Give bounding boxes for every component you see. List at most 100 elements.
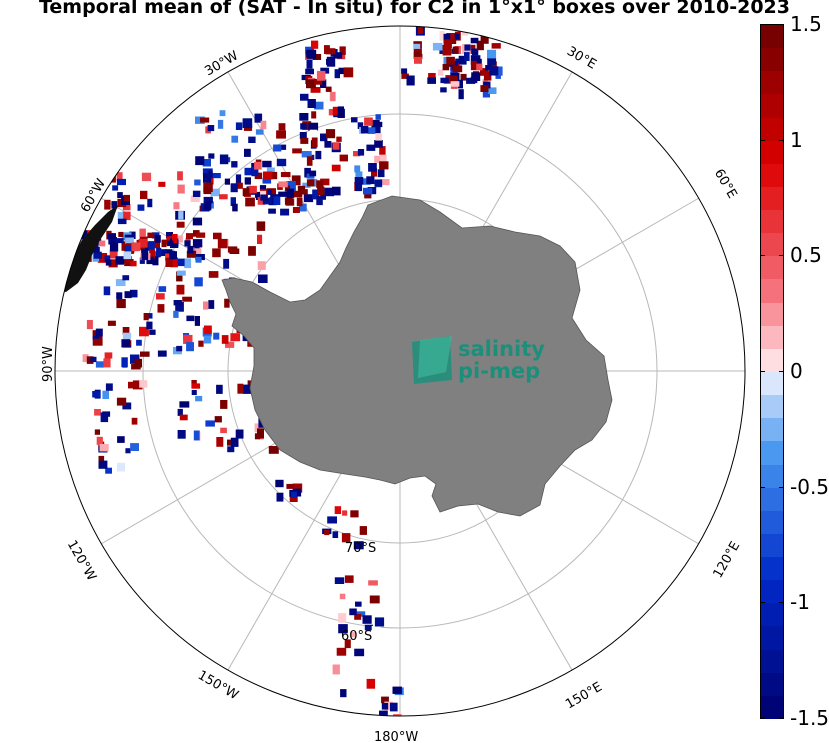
data-cell: [91, 247, 100, 253]
data-cell: [349, 632, 356, 638]
data-cell: [311, 111, 317, 119]
data-cell: [71, 230, 80, 240]
data-cell: [276, 158, 287, 167]
data-cell: [306, 59, 313, 69]
data-cell: [291, 175, 301, 186]
data-cell: [245, 197, 255, 207]
colorbar-level: [761, 279, 783, 304]
data-cell: [104, 352, 113, 359]
data-cell: [157, 350, 167, 357]
data-cell: [401, 73, 409, 79]
data-cell: [325, 48, 336, 55]
data-cell: [332, 531, 339, 538]
data-cell: [331, 164, 341, 172]
data-cell: [476, 40, 484, 51]
data-cell: [92, 391, 101, 398]
data-cell: [203, 301, 209, 310]
data-cell: [443, 56, 449, 66]
data-cell: [393, 714, 402, 716]
data-cell: [194, 248, 202, 255]
data-cell: [139, 228, 146, 237]
data-cell: [208, 300, 215, 309]
south-america-landmass: [55, 205, 118, 292]
data-cell: [134, 358, 142, 368]
data-cell: [368, 163, 377, 172]
data-cell: [262, 197, 273, 205]
data-cell: [118, 231, 124, 237]
data-cell: [327, 516, 337, 524]
data-cell: [146, 313, 153, 319]
data-cell: [454, 33, 460, 40]
data-cell: [103, 286, 111, 296]
data-cell: [213, 332, 220, 340]
data-cell: [108, 259, 118, 268]
colorbar-tick-mark: [779, 24, 784, 25]
data-cell: [268, 446, 279, 454]
data-cell: [177, 430, 186, 439]
data-cell: [140, 351, 150, 357]
data-cell: [179, 414, 188, 421]
data-cell: [123, 194, 130, 202]
data-cell: [203, 182, 213, 192]
data-cell: [216, 437, 224, 447]
data-cell: [86, 356, 94, 364]
data-cell: [98, 240, 106, 247]
data-cell: [355, 171, 363, 178]
data-cell: [366, 176, 375, 185]
data-cell: [108, 237, 117, 245]
data-cell: [361, 178, 371, 185]
data-cell: [476, 58, 482, 66]
colorbar-tick-mark: [760, 486, 765, 488]
data-cell: [231, 135, 239, 143]
data-cell: [186, 233, 193, 240]
data-cell: [437, 69, 444, 76]
data-cell: [207, 170, 213, 179]
data-cell: [442, 45, 452, 56]
data-cell: [141, 172, 152, 182]
data-cell: [334, 506, 342, 514]
data-cell: [230, 197, 236, 206]
data-cell: [203, 335, 212, 344]
data-cell: [446, 56, 455, 65]
data-cell: [364, 624, 373, 631]
data-cell: [136, 339, 142, 346]
data-cell: [255, 191, 263, 198]
data-cell: [406, 75, 415, 86]
data-cell: [139, 380, 148, 388]
data-cell: [208, 153, 215, 159]
data-cell: [428, 73, 436, 79]
colorbar-tick-mark: [760, 24, 765, 25]
data-cell: [198, 340, 204, 347]
data-cell: [173, 310, 179, 318]
data-cell: [192, 190, 201, 197]
data-cell: [224, 178, 230, 185]
data-cell: [112, 185, 119, 191]
data-cell: [202, 159, 211, 167]
data-cell: [443, 39, 452, 49]
data-cell: [384, 701, 394, 711]
colorbar-level: [761, 510, 783, 535]
data-cell: [332, 664, 340, 675]
colorbar-level: [761, 71, 783, 95]
data-cell: [86, 320, 93, 330]
data-cell: [192, 217, 203, 226]
data-cell: [147, 198, 153, 208]
data-cell: [336, 647, 347, 656]
data-cell: [148, 241, 155, 251]
data-cell: [219, 110, 226, 117]
data-cell: [92, 338, 103, 346]
data-cell: [381, 696, 389, 704]
data-cell: [442, 64, 450, 71]
data-cell: [316, 180, 324, 188]
data-cell: [343, 67, 354, 78]
data-cell: [320, 133, 328, 142]
data-cell: [360, 126, 369, 134]
data-cell: [354, 614, 362, 620]
data-cell: [284, 197, 293, 205]
colorbar-tick-label: 1.5: [790, 12, 822, 36]
colorbar-tick-label: -1: [790, 590, 810, 615]
colorbar-tick-mark: [760, 139, 765, 141]
data-cell: [262, 160, 272, 168]
data-cell: [169, 250, 176, 260]
